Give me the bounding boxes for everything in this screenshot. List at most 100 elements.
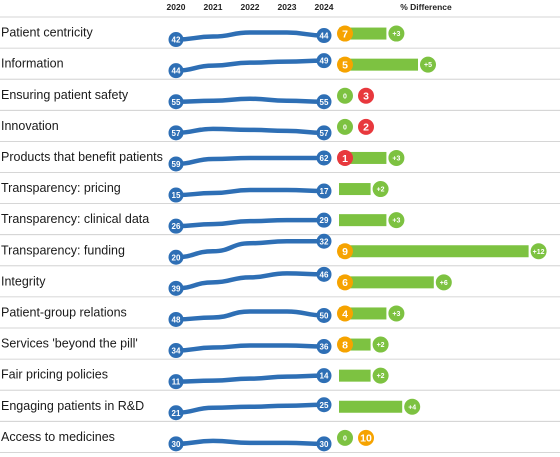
diff-label: +12 bbox=[533, 249, 545, 256]
end-point bbox=[316, 150, 332, 166]
start-point bbox=[168, 374, 184, 390]
year-label-2024: 2024 bbox=[315, 2, 334, 12]
row-label: Engaging patients in R&D bbox=[1, 399, 144, 413]
series-line bbox=[173, 126, 327, 136]
rank-label: 6 bbox=[342, 277, 348, 289]
diff-label: +3 bbox=[392, 31, 400, 38]
start-value-label: 30 bbox=[172, 440, 181, 449]
diff-label: +3 bbox=[392, 311, 400, 318]
rank-label: 3 bbox=[363, 91, 369, 103]
rank-badge bbox=[337, 56, 353, 73]
diff-bar bbox=[339, 369, 371, 382]
series-line bbox=[173, 96, 327, 104]
row-label: Patient centricity bbox=[1, 26, 93, 40]
end-value-label: 62 bbox=[320, 154, 329, 163]
diff-label: 0 bbox=[343, 124, 347, 131]
diff-bubble bbox=[337, 118, 353, 135]
start-point bbox=[168, 187, 184, 203]
end-value-label: 49 bbox=[320, 57, 329, 66]
diff-bubble bbox=[337, 87, 353, 104]
diff-bubble bbox=[435, 274, 452, 291]
end-point bbox=[316, 94, 332, 110]
end-value-label: 14 bbox=[320, 372, 329, 381]
diff-bubble bbox=[404, 398, 421, 415]
rank-badge bbox=[337, 274, 353, 291]
year-label-2020: 2020 bbox=[167, 2, 186, 12]
row-label: Fair pricing policies bbox=[1, 368, 108, 382]
row-label: Transparency: pricing bbox=[1, 181, 121, 195]
rank-label: 5 bbox=[342, 59, 348, 71]
year-label-2022: 2022 bbox=[241, 2, 260, 12]
start-value-label: 44 bbox=[172, 67, 181, 76]
series-line bbox=[173, 187, 327, 198]
rank-label: 8 bbox=[342, 339, 348, 351]
series-line bbox=[173, 271, 327, 291]
diff-bar bbox=[339, 183, 371, 196]
end-value-label: 55 bbox=[320, 98, 329, 107]
year-label-2023: 2023 bbox=[278, 2, 297, 12]
row-label: Products that benefit patients bbox=[1, 150, 163, 164]
row-label: Integrity bbox=[1, 274, 46, 288]
series-line bbox=[173, 155, 327, 167]
end-value-label: 17 bbox=[320, 187, 329, 196]
end-value-label: 30 bbox=[320, 440, 329, 449]
diff-bar bbox=[339, 214, 387, 227]
series-line bbox=[173, 438, 327, 447]
rank-label: 7 bbox=[342, 28, 348, 40]
row-label: Ensuring patient safety bbox=[1, 88, 129, 102]
diff-label: +2 bbox=[377, 187, 385, 194]
start-point bbox=[168, 311, 184, 327]
diff-label: +6 bbox=[440, 280, 448, 287]
diff-label: 0 bbox=[343, 93, 347, 100]
diff-bubble bbox=[372, 336, 389, 353]
row-label: Innovation bbox=[1, 119, 59, 133]
start-value-label: 48 bbox=[172, 315, 181, 324]
diff-label: +4 bbox=[408, 404, 416, 411]
series-line bbox=[173, 30, 327, 42]
end-point bbox=[316, 183, 332, 199]
diff-label: +2 bbox=[377, 342, 385, 349]
rank-badge bbox=[358, 87, 374, 104]
rank-badge bbox=[337, 305, 353, 322]
rank-label: 10 bbox=[360, 433, 372, 445]
start-point bbox=[168, 249, 184, 265]
end-point bbox=[316, 397, 332, 413]
start-point bbox=[168, 343, 184, 359]
row-label: Information bbox=[1, 57, 64, 71]
end-value-label: 36 bbox=[320, 343, 329, 352]
rank-badge bbox=[358, 429, 374, 446]
end-value-label: 44 bbox=[320, 32, 329, 41]
diff-label: 0 bbox=[343, 435, 347, 442]
diff-bubble bbox=[388, 305, 405, 322]
end-point bbox=[316, 368, 332, 384]
rank-badge bbox=[337, 336, 353, 353]
end-point bbox=[316, 212, 332, 228]
start-point bbox=[168, 218, 184, 234]
rank-badge bbox=[337, 243, 353, 260]
rank-badge bbox=[337, 25, 353, 42]
series-line bbox=[173, 239, 327, 260]
start-point bbox=[168, 436, 184, 452]
start-value-label: 15 bbox=[172, 191, 181, 200]
diff-bubble bbox=[337, 429, 353, 446]
start-value-label: 11 bbox=[172, 378, 181, 387]
series-line bbox=[173, 309, 327, 322]
start-value-label: 34 bbox=[172, 347, 181, 356]
start-point bbox=[168, 32, 184, 48]
start-point bbox=[168, 94, 184, 110]
end-value-label: 25 bbox=[320, 401, 329, 410]
end-value-label: 57 bbox=[320, 129, 329, 138]
year-label-2021: 2021 bbox=[204, 2, 223, 12]
end-point bbox=[316, 125, 332, 141]
diff-label: +3 bbox=[392, 218, 400, 225]
diff-bubble bbox=[388, 212, 405, 229]
diff-label: +5 bbox=[424, 62, 432, 69]
series-line bbox=[173, 373, 327, 384]
start-point bbox=[168, 63, 184, 79]
rank-badge bbox=[337, 149, 353, 166]
start-value-label: 42 bbox=[172, 36, 181, 45]
start-value-label: 39 bbox=[172, 284, 181, 293]
series-line bbox=[173, 58, 327, 73]
end-point bbox=[316, 233, 332, 249]
